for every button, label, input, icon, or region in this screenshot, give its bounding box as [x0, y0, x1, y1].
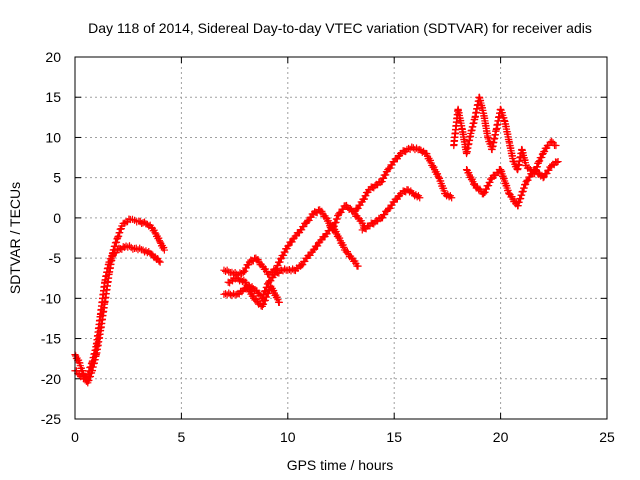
x-tick-label: 20 [493, 429, 509, 445]
x-tick-label: 15 [386, 429, 402, 445]
data-point [448, 194, 456, 202]
series-track-4 [450, 93, 560, 178]
x-tick-label: 10 [280, 429, 296, 445]
data-point [553, 158, 561, 166]
data-point [275, 298, 283, 306]
data-point [313, 242, 322, 250]
data-point [552, 141, 560, 150]
series-track-4-lower [462, 157, 562, 210]
data-point [354, 262, 362, 270]
series-track-1-lower [71, 242, 164, 383]
plot-frame [74, 56, 608, 420]
data-point [309, 246, 317, 254]
data-point [284, 242, 292, 250]
data-layer [71, 93, 562, 387]
series-track-2-lower [220, 222, 362, 302]
y-tick-label: 20 [45, 49, 61, 65]
x-tick-label: 25 [599, 429, 615, 445]
y-tick-label: -20 [41, 371, 61, 387]
y-tick-label: -5 [49, 250, 62, 266]
data-point [548, 137, 556, 146]
data-point [288, 238, 296, 246]
x-tick-label: 0 [71, 429, 79, 445]
y-tick-label: -15 [41, 331, 61, 347]
data-point [262, 293, 271, 301]
y-tick-label: -10 [41, 290, 61, 306]
data-point [487, 175, 495, 183]
data-point [276, 258, 284, 266]
y-tick-label: -25 [41, 411, 61, 427]
y-tick-label: 15 [45, 89, 61, 105]
data-point [416, 194, 424, 202]
data-point [538, 153, 546, 162]
y-tick-label: 5 [53, 170, 61, 186]
data-point [554, 157, 562, 166]
data-point [259, 300, 268, 308]
series-track-1-upper [71, 215, 168, 387]
x-tick-label: 5 [178, 429, 186, 445]
y-tick-label: 10 [45, 129, 61, 145]
data-point [539, 174, 547, 182]
series-track-2-middle [224, 274, 283, 310]
data-point [155, 257, 163, 265]
x-axis-label: GPS time / hours [287, 457, 394, 473]
data-point [160, 246, 168, 254]
data-point [529, 169, 537, 178]
chart-title: Day 118 of 2014, Sidereal Day-to-day VTE… [88, 20, 592, 36]
y-axis-label: SDTVAR / TECUs [7, 182, 23, 294]
data-point [156, 258, 164, 266]
series-track-2-upper [220, 201, 369, 279]
y-tick-label: 0 [53, 210, 61, 226]
grid-layer [75, 57, 607, 419]
series-track-3-lower [358, 186, 424, 234]
data-point [535, 157, 543, 166]
series-track-3-upper [352, 143, 456, 214]
data-point [261, 296, 269, 304]
data-point [264, 289, 272, 297]
